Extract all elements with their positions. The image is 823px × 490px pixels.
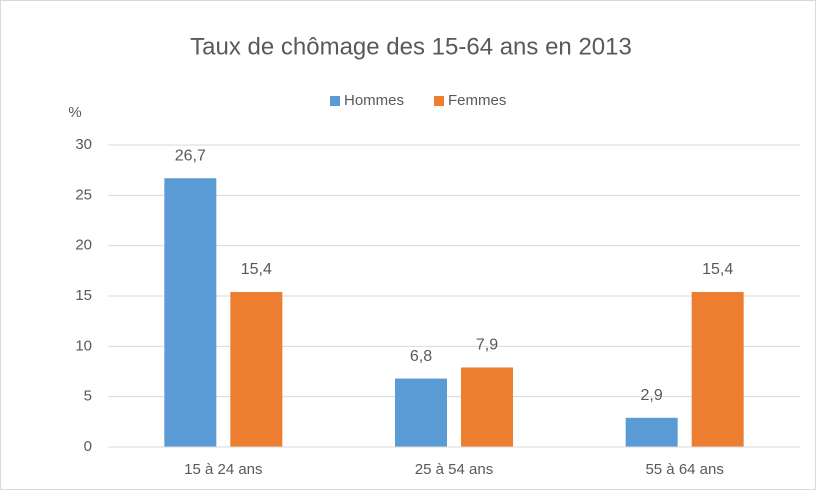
bar <box>691 291 744 447</box>
bar <box>625 417 678 447</box>
y-tick-label: 30 <box>75 136 92 153</box>
y-tick-label: 5 <box>84 388 92 405</box>
y-tick-label: 25 <box>75 186 92 203</box>
legend-label: Femmes <box>448 92 506 109</box>
x-tick-label: 15 à 24 ans <box>184 461 262 478</box>
x-tick-label: 25 à 54 ans <box>415 461 493 478</box>
y-tick-label: 15 <box>75 287 92 304</box>
legend-swatch <box>434 96 444 106</box>
y-axis-label: % <box>68 104 81 121</box>
legend-label: Hommes <box>344 92 404 109</box>
data-label: 15,4 <box>241 261 272 278</box>
y-tick-label: 20 <box>75 237 92 254</box>
data-label: 2,9 <box>641 387 663 404</box>
y-tick-label: 0 <box>84 438 92 455</box>
bar <box>164 178 217 447</box>
legend-swatch <box>330 96 340 106</box>
y-tick-label: 10 <box>75 337 92 354</box>
bar <box>461 367 513 447</box>
bar <box>395 378 447 447</box>
x-tick-label: 55 à 64 ans <box>645 461 723 478</box>
data-label: 15,4 <box>702 261 733 278</box>
data-label: 26,7 <box>175 147 206 164</box>
chart-title: Taux de chômage des 15-64 ans en 2013 <box>190 33 632 60</box>
data-label: 7,9 <box>476 337 498 354</box>
data-label: 6,8 <box>410 348 432 365</box>
bar <box>230 291 283 447</box>
